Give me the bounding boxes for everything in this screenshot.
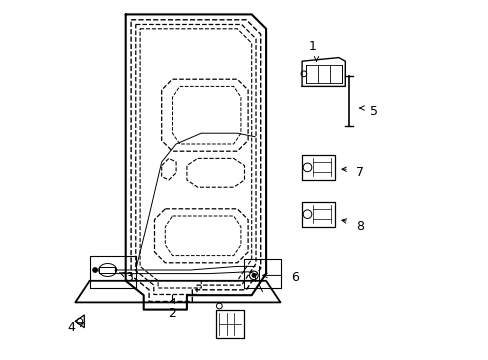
Text: 6: 6 — [290, 271, 298, 284]
Text: 1: 1 — [308, 40, 316, 53]
Text: 3: 3 — [125, 271, 133, 284]
Text: 5: 5 — [369, 105, 377, 118]
Text: 8: 8 — [355, 220, 363, 233]
Text: 4: 4 — [68, 321, 76, 334]
Text: 7: 7 — [355, 166, 363, 179]
Circle shape — [93, 268, 97, 272]
Text: 2: 2 — [168, 307, 176, 320]
Circle shape — [251, 274, 255, 277]
